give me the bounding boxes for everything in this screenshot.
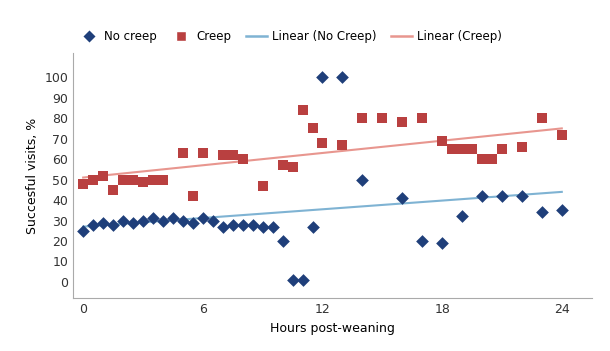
Point (298, 107, 307, 113)
Point (138, 179, 148, 185)
Point (108, 222, 118, 227)
Y-axis label: Succesful visits, %: Succesful visits, % (26, 117, 39, 234)
Point (228, 152, 238, 158)
Point (128, 177, 138, 183)
Point (178, 218, 188, 223)
Point (437, 240, 447, 246)
Point (98, 173, 108, 178)
Point (288, 165, 298, 170)
Point (78, 181, 88, 186)
Point (168, 216, 178, 221)
Point (268, 224, 278, 230)
Point (158, 177, 168, 183)
Point (118, 177, 128, 183)
Point (108, 187, 118, 193)
Point (458, 146, 467, 152)
Point (158, 218, 168, 223)
Point (337, 142, 347, 148)
Point (487, 156, 497, 162)
Point (198, 216, 207, 221)
Point (298, 277, 307, 283)
Point (497, 193, 507, 199)
Point (228, 222, 238, 227)
Point (467, 146, 477, 152)
Point (517, 193, 527, 199)
Point (258, 224, 268, 230)
Point (208, 218, 218, 223)
Point (318, 140, 328, 146)
Point (458, 214, 467, 219)
Point (198, 150, 207, 156)
Legend: No creep, Creep, Linear (No Creep), Linear (Creep): No creep, Creep, Linear (No Creep), Line… (73, 25, 506, 48)
Point (148, 216, 158, 221)
Point (278, 163, 287, 168)
Point (537, 210, 547, 215)
Point (78, 228, 88, 234)
Point (138, 218, 148, 223)
Point (188, 193, 198, 199)
Point (238, 222, 248, 227)
Point (357, 177, 367, 183)
Point (378, 115, 387, 121)
Point (118, 218, 128, 223)
Point (288, 277, 298, 283)
Point (447, 146, 457, 152)
Point (477, 193, 487, 199)
Point (357, 115, 367, 121)
Point (258, 183, 268, 188)
Point (397, 119, 407, 125)
Point (88, 222, 98, 227)
Point (238, 156, 248, 162)
Point (248, 222, 257, 227)
Point (557, 132, 567, 137)
Point (307, 126, 317, 131)
Point (307, 224, 317, 230)
Point (337, 74, 347, 80)
Point (417, 115, 427, 121)
Point (477, 156, 487, 162)
Point (128, 220, 138, 225)
Point (278, 238, 287, 244)
Point (148, 177, 158, 183)
Point (497, 146, 507, 152)
Point (517, 144, 527, 150)
Point (178, 150, 188, 156)
Point (88, 177, 98, 183)
Point (188, 220, 198, 225)
Point (218, 224, 228, 230)
Point (557, 207, 567, 213)
Point (417, 238, 427, 244)
Point (318, 74, 328, 80)
Point (437, 138, 447, 144)
Point (537, 115, 547, 121)
Point (98, 220, 108, 225)
X-axis label: Hours post-weaning: Hours post-weaning (270, 322, 395, 335)
Point (397, 195, 407, 201)
Point (218, 152, 228, 158)
